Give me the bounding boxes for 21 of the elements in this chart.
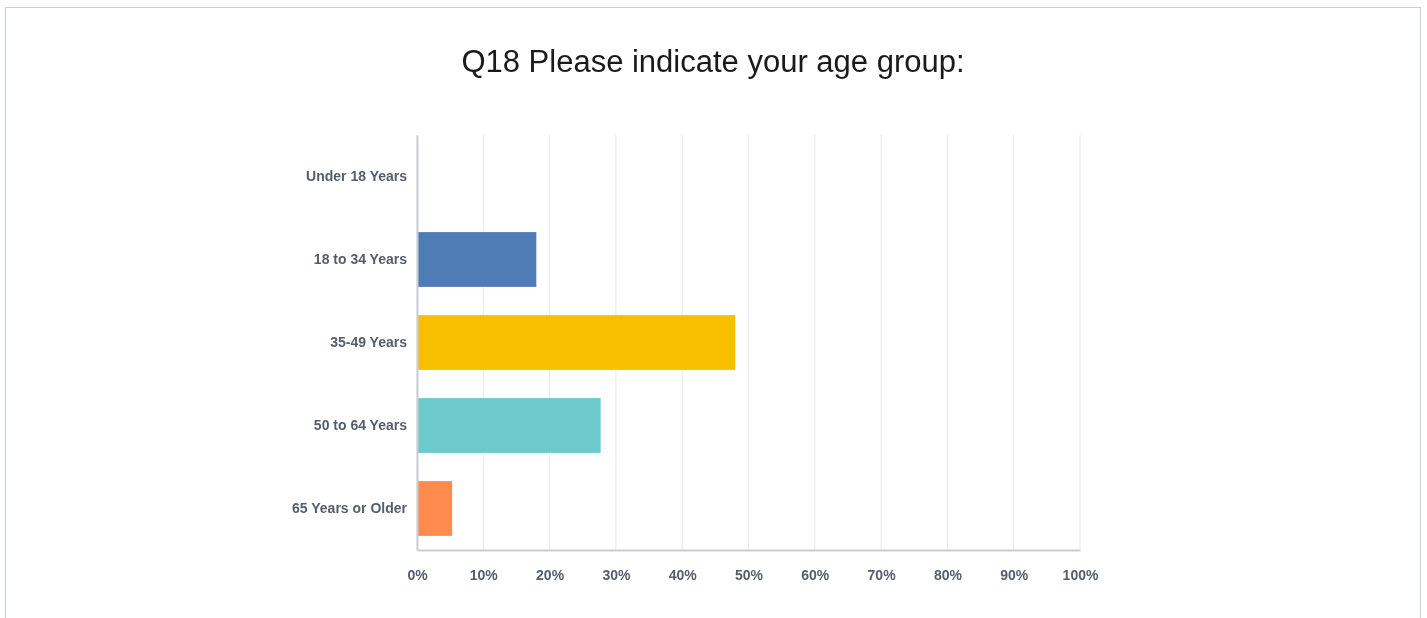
- x-tick-label: 90%: [1000, 566, 1029, 583]
- bar: [417, 481, 453, 536]
- x-tick-label: 0%: [407, 566, 429, 583]
- y-tick-label: 65 Years or Older: [292, 499, 408, 516]
- x-tick-label: 30%: [602, 566, 631, 583]
- y-tick-label: Under 18 Years: [306, 167, 408, 184]
- y-tick-label: 35-49 Years: [330, 333, 408, 350]
- x-tick-label: 100%: [1062, 566, 1099, 583]
- x-tick-label: 20%: [536, 566, 565, 583]
- x-tick-label: 50%: [734, 566, 764, 583]
- bar: [417, 398, 601, 453]
- x-tick-label: 60%: [801, 566, 830, 583]
- x-tick-label: 40%: [668, 566, 698, 583]
- x-tick-label: 80%: [933, 566, 963, 583]
- bar: [417, 315, 736, 370]
- chart-title: Q18 Please indicate your age group:: [461, 44, 965, 79]
- x-tick-label: 70%: [867, 566, 897, 583]
- x-tick-label: 10%: [469, 566, 499, 583]
- y-tick-label: 18 to 34 Years: [313, 250, 408, 267]
- bar: [417, 232, 537, 287]
- y-tick-label: 50 to 64 Years: [313, 416, 408, 433]
